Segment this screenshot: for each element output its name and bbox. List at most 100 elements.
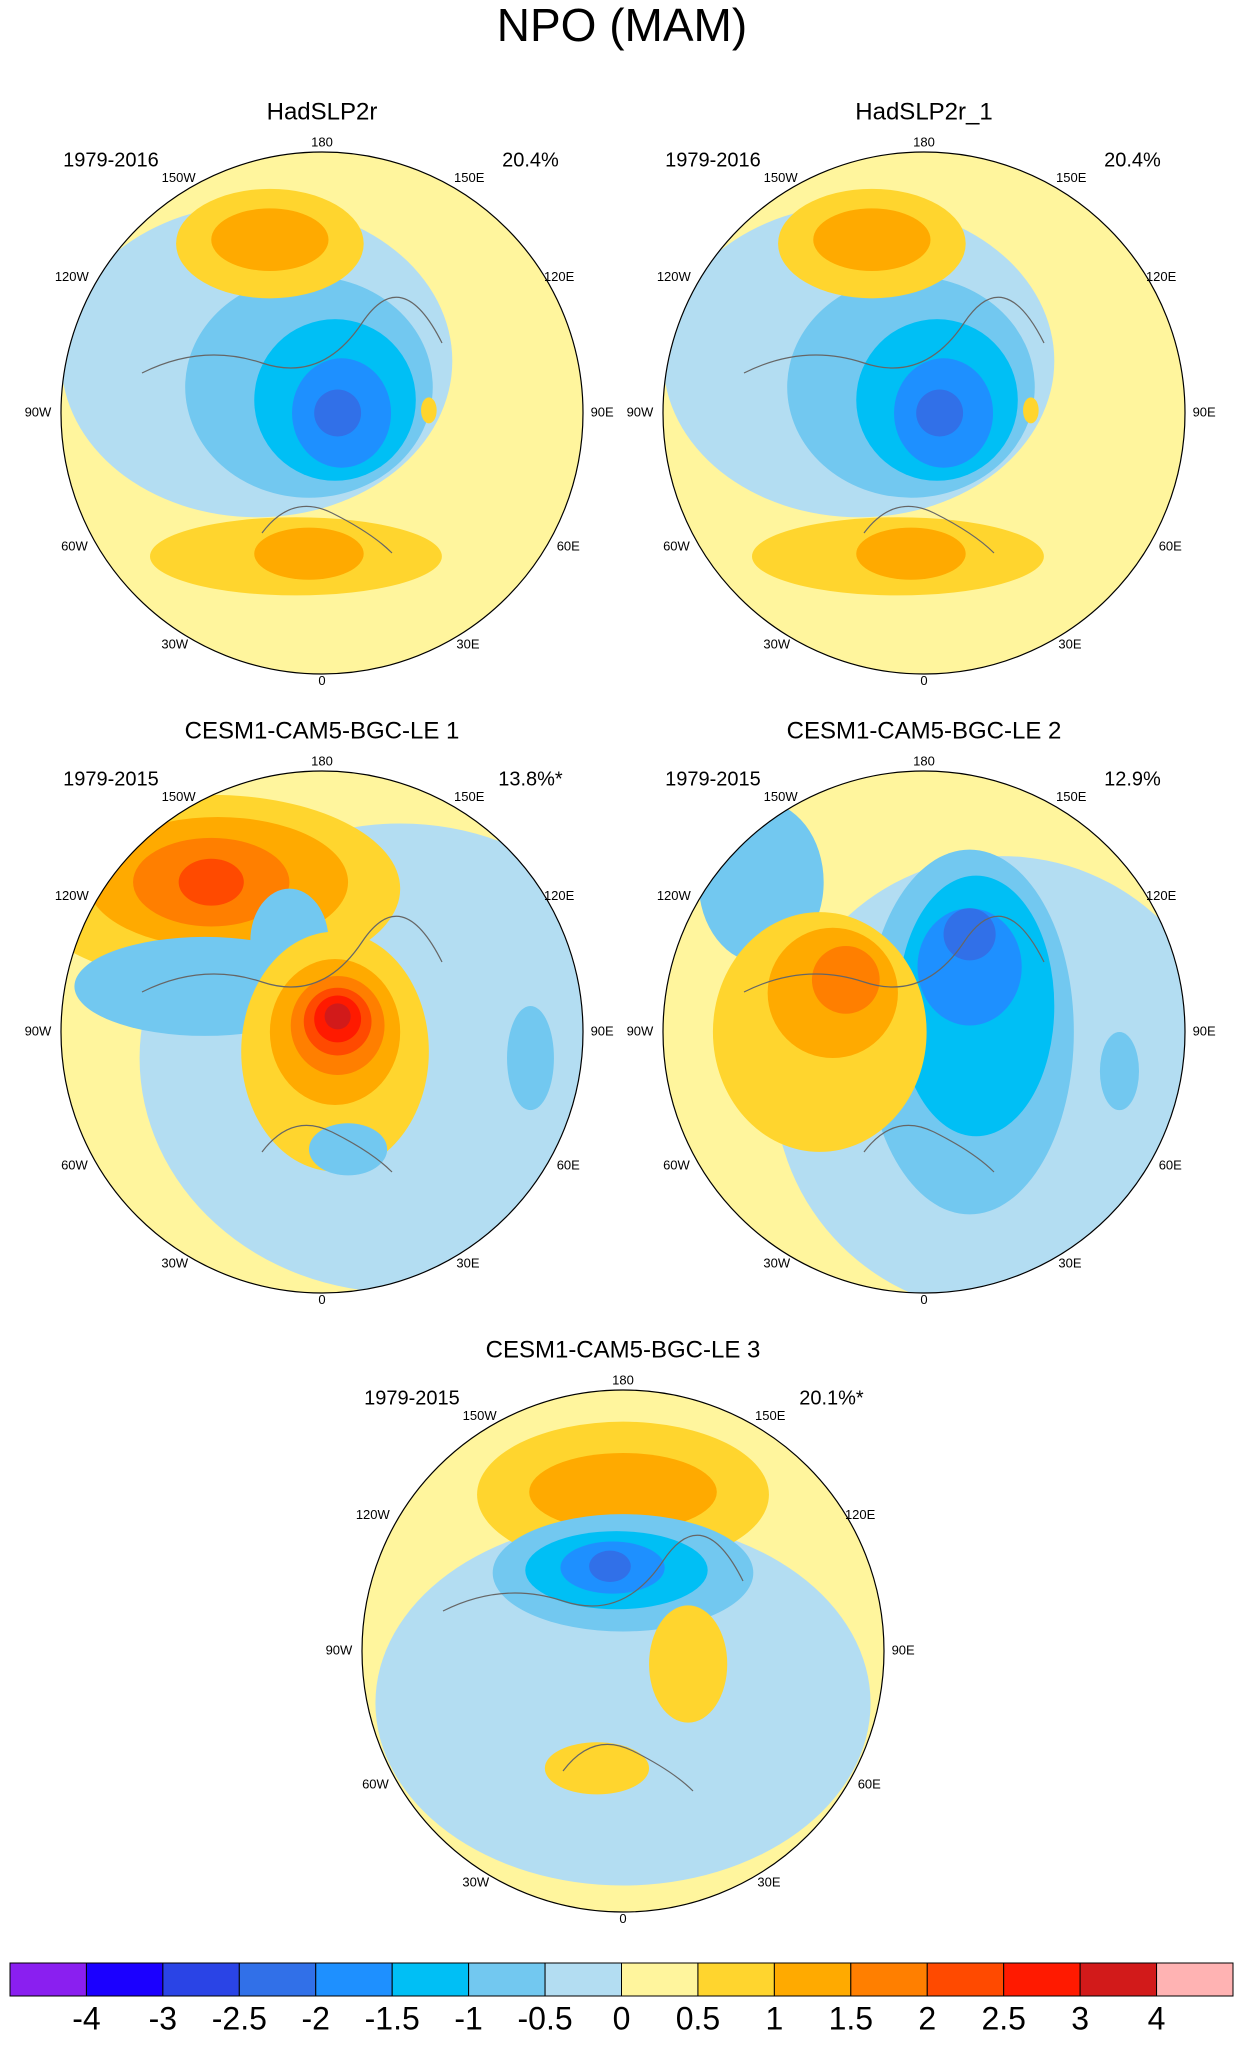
contour-region bbox=[649, 1605, 728, 1723]
colorbar-label: 1.5 bbox=[829, 2000, 873, 2036]
coastline bbox=[141, 296, 443, 554]
contour-region bbox=[1023, 397, 1039, 424]
longitude-label: 150W bbox=[162, 170, 197, 185]
longitude-label: 0 bbox=[318, 1292, 325, 1307]
map-border bbox=[60, 770, 584, 1294]
longitude-label: 60W bbox=[362, 1777, 389, 1792]
map-border bbox=[662, 151, 1186, 675]
contour-region bbox=[589, 1550, 631, 1582]
longitude-label: 30E bbox=[456, 1255, 479, 1270]
longitude-label: 90W bbox=[25, 1023, 52, 1038]
map-border bbox=[361, 1389, 885, 1913]
longitude-label: 180 bbox=[612, 1373, 634, 1388]
longitude-label: 90E bbox=[591, 404, 614, 419]
longitude-label: 90E bbox=[1193, 404, 1216, 419]
longitude-label: 60E bbox=[858, 1777, 881, 1792]
longitude-label: 30E bbox=[1058, 1255, 1081, 1270]
colorbar-label: -4 bbox=[72, 2000, 100, 2036]
colorbar-label: 0 bbox=[613, 2000, 631, 2036]
longitude-label: 120E bbox=[1146, 269, 1177, 284]
map-field bbox=[61, 771, 583, 1293]
longitude-label: 180 bbox=[913, 754, 935, 769]
longitude-label: 120W bbox=[55, 269, 90, 284]
longitude-label: 30W bbox=[763, 1255, 790, 1270]
longitude-label: 90W bbox=[627, 404, 654, 419]
contour-region bbox=[1099, 1032, 1139, 1111]
map-border bbox=[662, 770, 1186, 1294]
longitude-label: 60W bbox=[663, 1158, 690, 1173]
longitude-label: 120E bbox=[1146, 888, 1177, 903]
longitude-label: 90E bbox=[1193, 1023, 1216, 1038]
longitude-label: 120E bbox=[845, 1507, 876, 1522]
longitude-label: 60E bbox=[1159, 539, 1182, 554]
longitude-label: 150W bbox=[764, 789, 799, 804]
coastline bbox=[442, 1534, 744, 1792]
colorbar-label: 2.5 bbox=[981, 2000, 1025, 2036]
contour-region bbox=[856, 527, 966, 580]
map-panel: 180 150E 120E 90E 60E 30E 0 30W 60W 90W 120W 150W Ha… bbox=[627, 98, 1216, 688]
longitude-label: 150E bbox=[1056, 789, 1087, 804]
figure-title: NPO (MAM) bbox=[497, 0, 747, 51]
contour-region bbox=[308, 1123, 388, 1176]
colorbar-box bbox=[926, 1962, 1005, 1997]
colorbar-box bbox=[391, 1962, 470, 1997]
longitude-label: 60E bbox=[557, 1158, 580, 1173]
coastline bbox=[743, 915, 1045, 1173]
colorbar-box bbox=[9, 1962, 87, 1997]
longitude-label: 60E bbox=[1159, 1158, 1182, 1173]
longitude-label: 0 bbox=[318, 673, 325, 688]
contour-region bbox=[544, 1742, 650, 1795]
colorbar-box bbox=[1156, 1962, 1234, 1997]
contour-region bbox=[529, 1452, 717, 1532]
panel-title: HadSLP2r bbox=[267, 98, 378, 125]
longitude-label: 150W bbox=[764, 170, 799, 185]
colorbar-label: 2 bbox=[918, 2000, 936, 2036]
map-panel: 180 150E 120E 90E 60E 30E 0 30W 60W 90W 120W 150W CE… bbox=[627, 717, 1216, 1307]
colorbar-box bbox=[468, 1962, 546, 1997]
colorbar-label: 4 bbox=[1148, 2000, 1166, 2036]
colorbar-box bbox=[1003, 1962, 1081, 1997]
longitude-label: 30E bbox=[1058, 636, 1081, 651]
contour-region bbox=[813, 208, 931, 271]
panel-percent: 13.8%* bbox=[498, 768, 563, 790]
longitude-label: 60W bbox=[663, 539, 690, 554]
colorbar-box bbox=[1079, 1962, 1158, 1997]
longitude-label: 150W bbox=[162, 789, 197, 804]
panel-period: 1979-2016 bbox=[63, 149, 159, 171]
longitude-label: 30E bbox=[757, 1874, 780, 1889]
contour-region bbox=[916, 389, 964, 437]
longitude-label: 120W bbox=[55, 888, 90, 903]
map-panel: 180 150E 120E 90E 60E 30E 0 30W 60W 90W 120W 150W Ha… bbox=[25, 98, 614, 688]
panel-title: CESM1-CAM5-BGC-LE 2 bbox=[787, 717, 1062, 744]
contour-region bbox=[254, 527, 364, 580]
colorbar-label: -3 bbox=[149, 2000, 177, 2036]
colorbar-box bbox=[162, 1962, 240, 1997]
colorbar-box bbox=[850, 1962, 928, 1997]
colorbar-box bbox=[544, 1962, 622, 1997]
panel-percent: 20.4% bbox=[502, 149, 559, 171]
map-field bbox=[663, 771, 1185, 1293]
colorbar-box bbox=[85, 1962, 164, 1997]
panel-period: 1979-2015 bbox=[665, 768, 761, 790]
colorbar-label: 0.5 bbox=[676, 2000, 720, 2036]
longitude-label: 120W bbox=[657, 888, 692, 903]
colorbar-label: -1 bbox=[454, 2000, 482, 2036]
map-border bbox=[60, 151, 584, 675]
longitude-label: 90W bbox=[326, 1642, 353, 1657]
longitude-label: 120W bbox=[657, 269, 692, 284]
contour-region bbox=[917, 908, 1022, 1026]
panel-period: 1979-2016 bbox=[665, 149, 761, 171]
longitude-label: 30W bbox=[161, 636, 188, 651]
longitude-label: 180 bbox=[913, 135, 935, 150]
map-panel: 180 150E 120E 90E 60E 30E 0 30W 60W 90W 120W 150W CE… bbox=[326, 1336, 915, 1926]
contour-region bbox=[507, 1005, 554, 1111]
longitude-label: 30W bbox=[161, 1255, 188, 1270]
longitude-label: 60W bbox=[61, 1158, 88, 1173]
contour-region bbox=[314, 389, 362, 437]
longitude-label: 30W bbox=[763, 636, 790, 651]
coastline bbox=[141, 915, 443, 1173]
longitude-label: 0 bbox=[920, 673, 927, 688]
longitude-label: 0 bbox=[619, 1911, 626, 1926]
contour-region bbox=[421, 397, 437, 424]
